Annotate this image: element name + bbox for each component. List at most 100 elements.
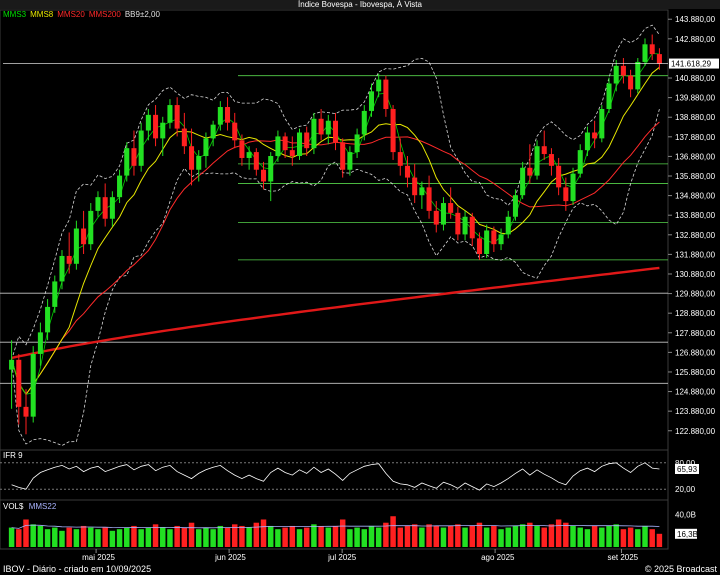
candle-body-5 <box>45 306 51 333</box>
y-tick-label-12: 130.880,00 <box>675 270 716 279</box>
candle-body-47 <box>347 152 353 170</box>
y-tick-label-0: 143.880,00 <box>675 15 716 24</box>
volume-bar-17 <box>131 525 137 547</box>
candle-body-1 <box>16 359 22 407</box>
x-tick-label-1: jun 2025 <box>214 553 246 562</box>
candle-body-83 <box>606 83 612 109</box>
candle-body-8 <box>66 255 72 264</box>
volume-bar-56 <box>411 524 418 547</box>
volume-ma-line <box>11 524 660 529</box>
volume-bar-86 <box>627 527 634 547</box>
candle-body-13 <box>102 197 108 219</box>
candle-body-64 <box>469 216 475 239</box>
volume-bar-49 <box>361 529 368 547</box>
volume-bar-29 <box>217 525 224 547</box>
volume-bar-1 <box>16 529 22 547</box>
candle-body-75 <box>548 154 554 166</box>
mms200-line <box>11 266 660 360</box>
footer-right: © 2025 Broadcast <box>644 564 717 574</box>
candle-body-22 <box>167 105 173 123</box>
volume-bar-50 <box>368 525 375 547</box>
y-tick-label-14: 128.880,00 <box>675 309 716 318</box>
volume-bar-69 <box>505 527 511 547</box>
volume-bar-68 <box>498 529 504 547</box>
volume-panel-border <box>0 499 669 550</box>
candle-body-55 <box>404 165 410 178</box>
candle-body-9 <box>73 228 79 264</box>
candle-body-27 <box>203 138 209 157</box>
ifr-value-label: 65,93 <box>677 465 698 474</box>
volume-bar-54 <box>397 527 404 547</box>
candle-body-33 <box>246 152 252 158</box>
candle-body-50 <box>368 91 375 111</box>
candle-body-4 <box>37 332 43 354</box>
volume-bar-19 <box>145 527 152 547</box>
window-title: Índice Bovespa - Ibovespa, À Vista <box>0 0 720 9</box>
candle-body-39 <box>289 150 295 157</box>
mms3-line <box>11 53 660 395</box>
volume-bar-30 <box>224 527 231 547</box>
candle-body-38 <box>282 136 288 151</box>
candle-body-67 <box>491 230 497 245</box>
candle-body-41 <box>304 132 310 149</box>
candle-body-59 <box>433 210 439 225</box>
candle-body-68 <box>498 234 504 245</box>
volume-bar-76 <box>555 519 562 547</box>
y-tick-label-13: 129.880,00 <box>675 290 716 299</box>
volume-bar-67 <box>491 525 497 547</box>
candle-body-65 <box>476 238 482 254</box>
volume-label: VOL$ MMS22 <box>3 502 56 511</box>
legend-item-4: BB9±2,00 <box>124 10 160 19</box>
volume-bar-14 <box>109 530 116 547</box>
candle-body-45 <box>332 120 339 143</box>
y-tick-label-5: 137.880,00 <box>675 133 716 142</box>
ifr-value-box <box>675 463 699 474</box>
candle-body-85 <box>620 65 626 76</box>
candle-body-66 <box>484 230 490 254</box>
candle-body-74 <box>541 146 547 155</box>
ifr-label: IFR 9 <box>3 451 23 460</box>
candle-body-69 <box>505 216 511 235</box>
volume-bar-84 <box>613 524 619 547</box>
volume-bar-40 <box>296 529 303 547</box>
candle-body-3 <box>30 353 36 417</box>
candle-body-79 <box>577 150 583 174</box>
legend-item-1: MMS8 <box>30 10 54 19</box>
volume-bar-74 <box>541 527 547 547</box>
volume-bar-35 <box>260 519 267 547</box>
volume-bar-15 <box>116 529 123 547</box>
volume-bar-58 <box>426 524 432 547</box>
volume-bar-70 <box>512 525 519 547</box>
candle-body-30 <box>225 107 231 123</box>
candle-body-90 <box>656 54 662 64</box>
volume-bar-4 <box>37 525 44 547</box>
y-tick-label-7: 135.880,00 <box>675 172 716 181</box>
volume-bar-44 <box>325 527 332 547</box>
x-tick-label-3: ago 2025 <box>481 553 515 562</box>
volume-bar-7 <box>59 530 65 547</box>
volume-bar-89 <box>649 529 655 547</box>
candle-body-78 <box>570 173 576 202</box>
volume-bar-51 <box>375 527 382 547</box>
y-tick-label-9: 133.880,00 <box>675 211 716 220</box>
volume-bar-87 <box>635 529 641 547</box>
volume-bar-28 <box>210 529 216 547</box>
candle-body-88 <box>642 44 648 62</box>
candle-body-26 <box>196 156 202 170</box>
volume-bar-11 <box>88 527 94 547</box>
volume-value-box <box>675 528 697 539</box>
y-tick-label-1: 142.880,00 <box>675 35 716 44</box>
candle-body-12 <box>95 197 101 211</box>
volume-bar-53 <box>390 516 396 547</box>
volume-bar-81 <box>591 525 598 547</box>
ifr-level-20-label: 20,00 <box>675 485 696 494</box>
ifr-level-80-label: 80,00 <box>675 459 696 468</box>
volume-bar-21 <box>160 527 166 547</box>
candle-body-61 <box>448 203 454 213</box>
candle-body-15 <box>117 175 123 198</box>
volume-bar-18 <box>138 529 144 547</box>
y-tick-label-17: 125.880,00 <box>675 368 716 377</box>
candle-body-18 <box>138 130 144 166</box>
y-tick-label-20: 122.880,00 <box>675 427 716 436</box>
volume-bar-45 <box>332 525 339 547</box>
